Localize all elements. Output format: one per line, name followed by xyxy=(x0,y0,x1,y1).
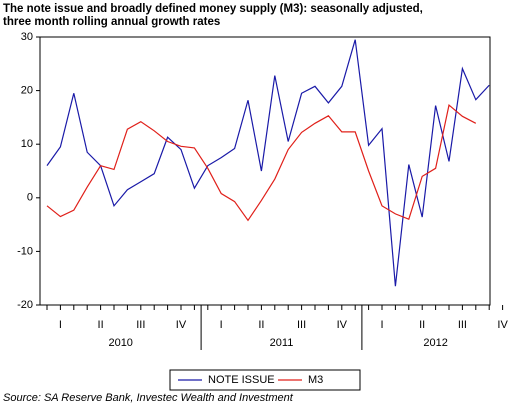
x-tick-label: II xyxy=(258,319,264,331)
year-label: 2010 xyxy=(108,337,132,349)
y-tick-label: 20 xyxy=(21,85,33,97)
x-tick-label: III xyxy=(136,319,145,331)
legend-label: M3 xyxy=(308,374,323,386)
plot-frame xyxy=(39,36,491,306)
x-tick-label: IV xyxy=(337,319,348,331)
chart-title: three month rolling annual growth rates xyxy=(3,16,220,28)
x-tick-label: IV xyxy=(497,319,508,331)
legend-box xyxy=(169,369,361,391)
y-tick-label: 0 xyxy=(27,192,33,204)
year-label: 2011 xyxy=(270,337,294,349)
legend-label: NOTE ISSUE xyxy=(208,374,275,386)
x-tick-label: II xyxy=(419,319,425,331)
x-tick-label: III xyxy=(458,319,467,331)
x-tick-label: III xyxy=(297,319,306,331)
year-label: 2012 xyxy=(423,337,447,349)
x-tick-label: II xyxy=(98,319,104,331)
series-line xyxy=(46,103,477,222)
x-tick-label: I xyxy=(59,319,62,331)
y-tick-label: 10 xyxy=(21,138,33,150)
y-tick-label: 30 xyxy=(21,31,33,43)
chart-title: The note issue and broadly defined money… xyxy=(3,3,423,15)
x-tick-label: IV xyxy=(176,319,187,331)
y-tick-label: -10 xyxy=(17,245,33,257)
source: Source: SA Reserve Bank, Investec Wealth… xyxy=(3,392,294,404)
series-line xyxy=(46,39,490,287)
y-tick-label: -20 xyxy=(17,299,33,311)
x-tick-label: I xyxy=(220,319,223,331)
x-tick-label: I xyxy=(380,319,383,331)
